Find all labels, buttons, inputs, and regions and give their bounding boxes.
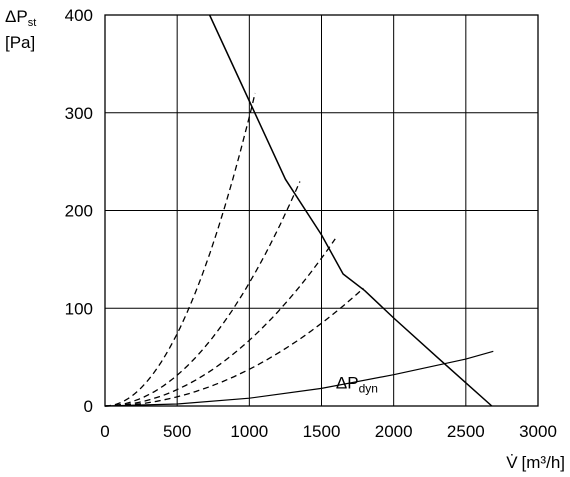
x-tick-label-4: 2000	[375, 422, 413, 441]
system-curve-3	[104, 238, 336, 407]
system-curve-1	[104, 92, 256, 407]
x-axis-label-unit: [m³/h]	[522, 453, 565, 472]
x-axis-label: V̇ [m³/h]	[506, 453, 565, 472]
y-tick-label-4: 400	[65, 6, 93, 25]
x-tick-label-1: 500	[163, 422, 191, 441]
system-curve-4	[104, 287, 364, 407]
x-tick-label-5: 2500	[447, 422, 485, 441]
tick-labels: 0 500 1000 1500 2000 2500 3000 0 100 200 300 400	[65, 6, 557, 441]
fan-characteristic-curve	[208, 14, 493, 407]
y-axis-label-unit: [Pa]	[5, 33, 35, 52]
curves	[104, 14, 494, 407]
y-axis-label-symbol: ΔPst	[5, 7, 36, 29]
y-tick-label-0: 0	[84, 397, 93, 416]
dyn-curve-label-subscript: dyn	[359, 381, 378, 395]
y-tick-label-2: 200	[65, 202, 93, 221]
plot-frame	[104, 14, 539, 407]
y-axis-label-subscript: st	[28, 17, 37, 29]
dynamic-pressure-curve	[104, 350, 494, 407]
x-tick-label-0: 0	[100, 422, 109, 441]
x-tick-label-2: 1000	[230, 422, 268, 441]
x-tick-label-3: 1500	[303, 422, 341, 441]
dyn-curve-label: ΔPdyn	[336, 373, 378, 395]
x-tick-label-6: 3000	[519, 422, 557, 441]
y-tick-label-1: 100	[65, 299, 93, 318]
system-curve-2	[104, 181, 301, 407]
y-tick-label-3: 300	[65, 104, 93, 123]
x-axis-label-symbol: V̇	[506, 453, 518, 472]
